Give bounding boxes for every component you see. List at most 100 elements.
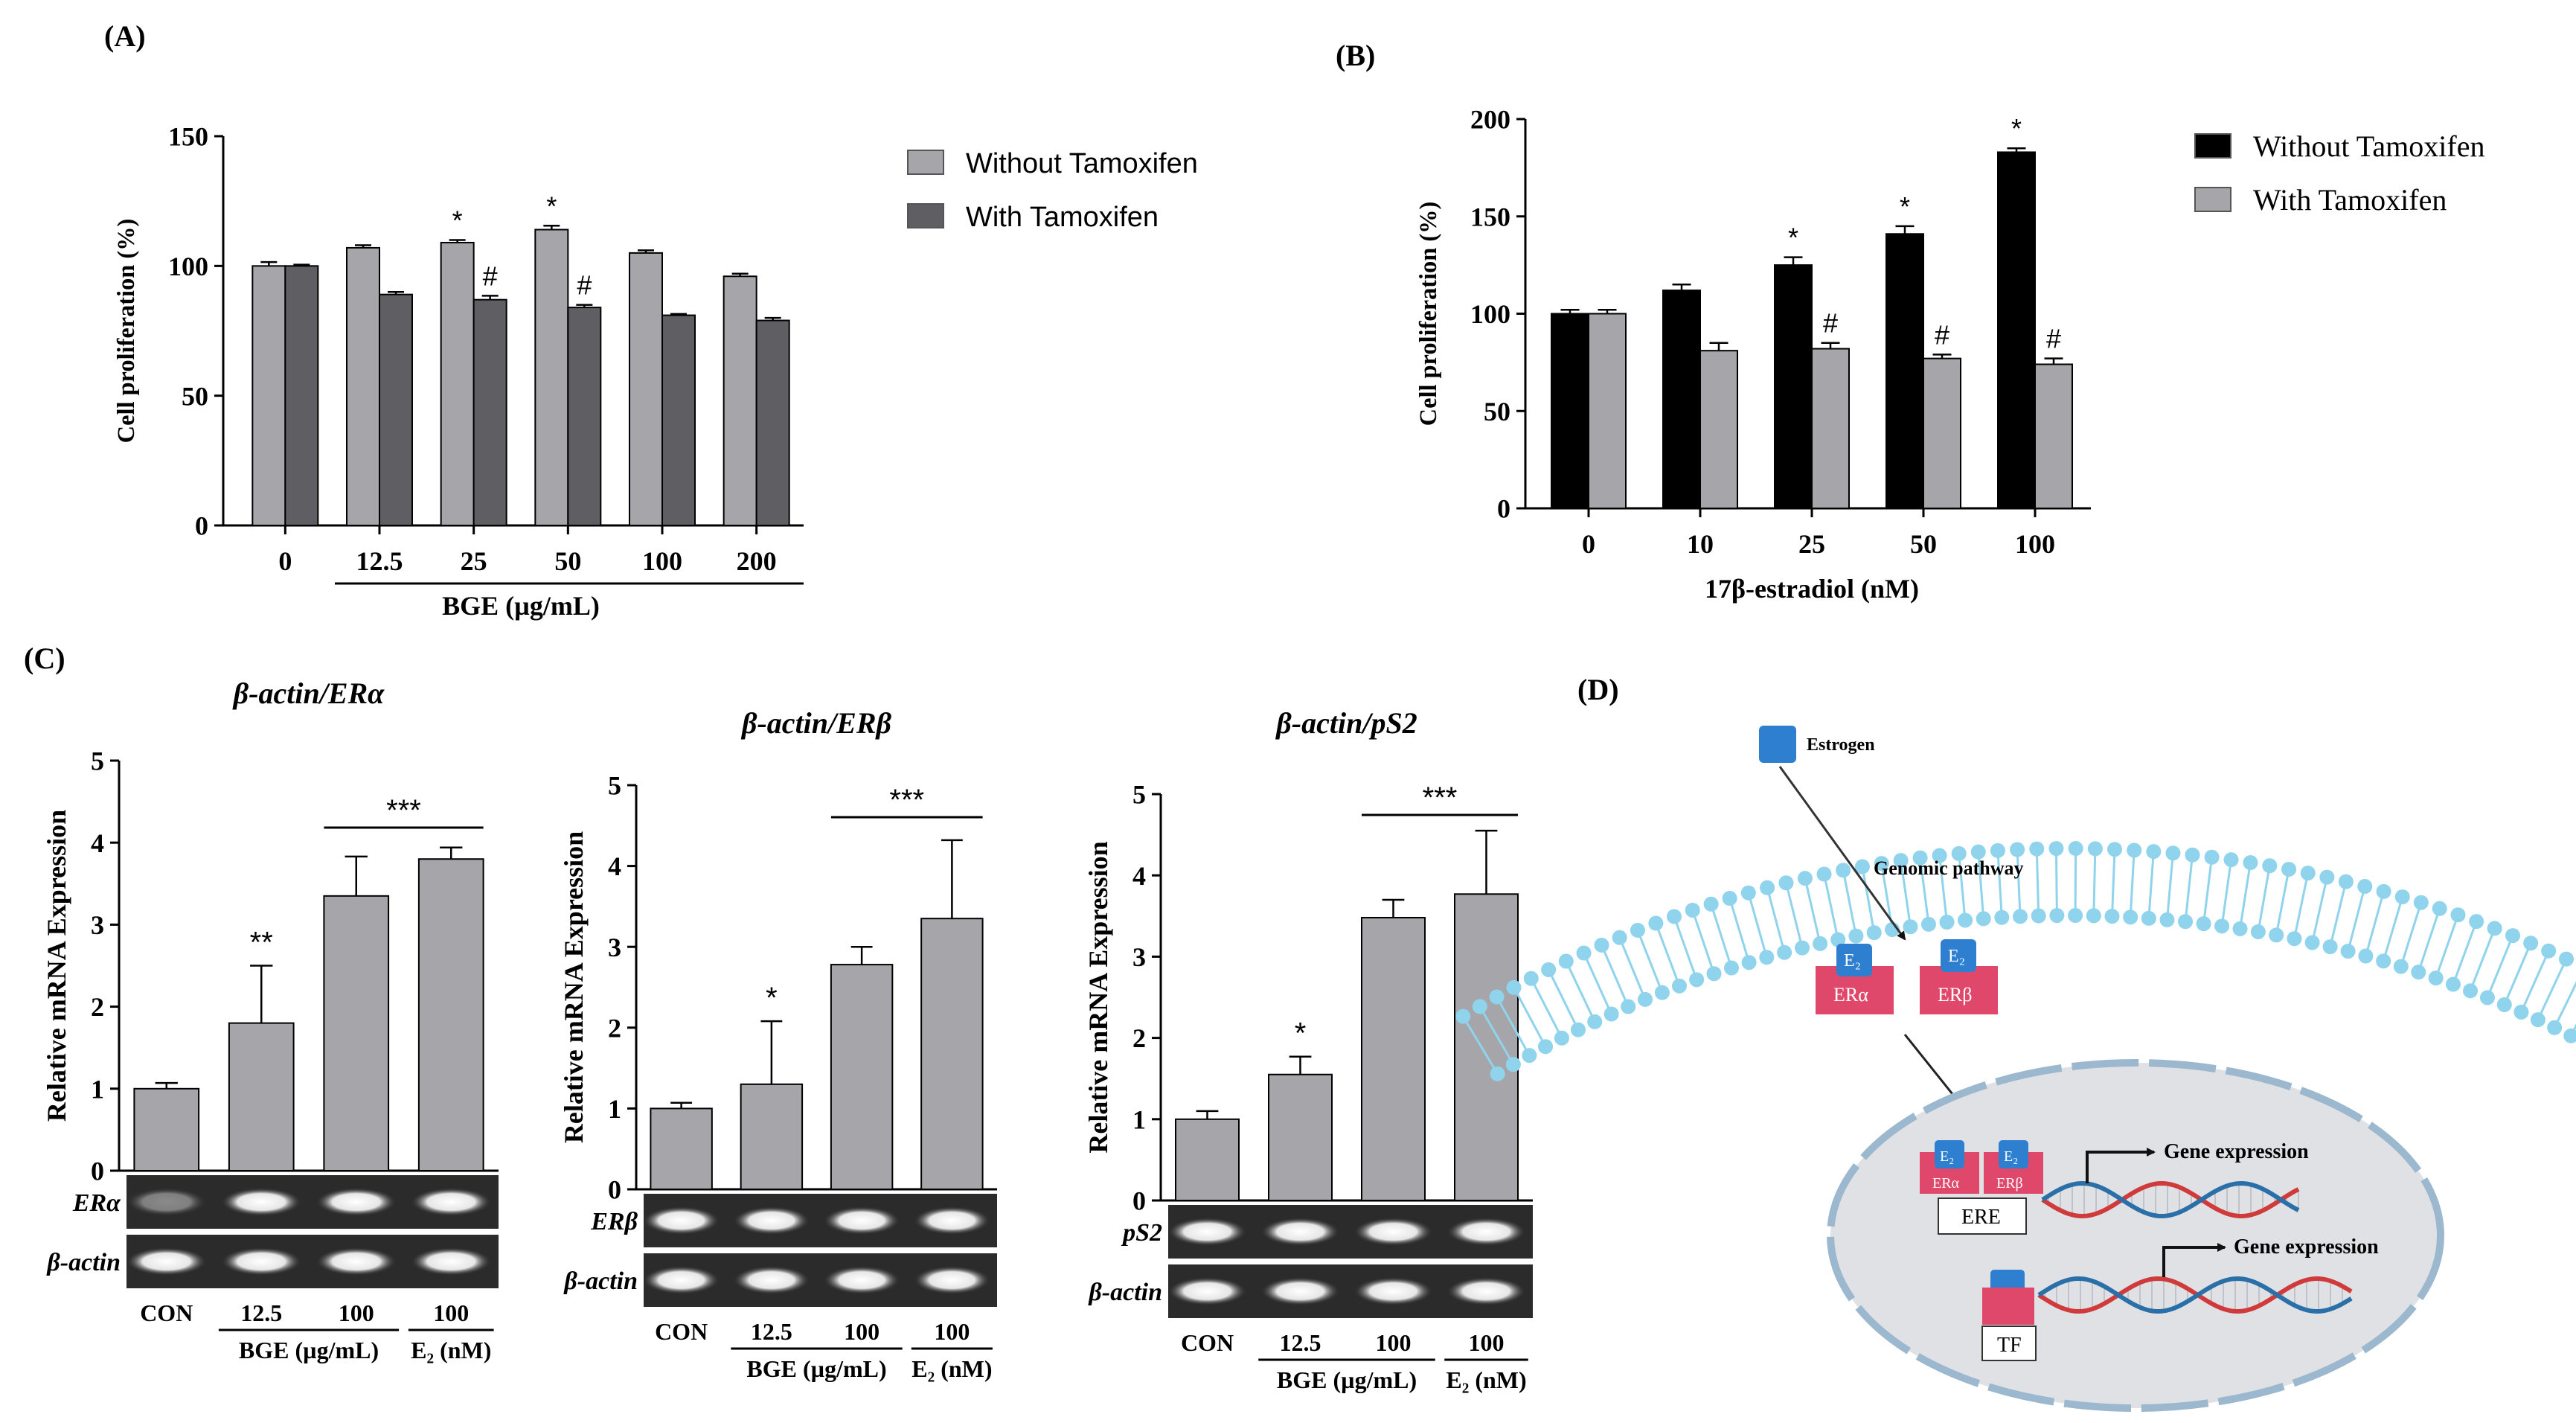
bar xyxy=(629,252,663,526)
lipid-head xyxy=(1795,940,1810,956)
bracket-label: *** xyxy=(1423,781,1458,814)
lipid-head xyxy=(1538,1039,1554,1055)
lipid-head xyxy=(2563,1028,2576,1043)
lipid-head xyxy=(2322,939,2338,955)
y-tick-label: 1 xyxy=(608,1094,621,1124)
lipid-head xyxy=(1893,853,1909,869)
estrogen-pathway-diagram: Estrogen Genomic pathway E₂ ERα E₂ ERβ E… xyxy=(1455,726,2576,1412)
gel-band xyxy=(643,1266,720,1294)
y-tick-label: 150 xyxy=(168,122,208,152)
legend-swatch xyxy=(2194,187,2231,212)
lipid-tail xyxy=(2364,891,2386,956)
gel-band xyxy=(914,1206,990,1235)
genomic-pathway-label: Genomic pathway xyxy=(1874,857,2024,879)
lipid-head xyxy=(2087,841,2103,857)
bar xyxy=(1551,313,1589,509)
y-tick-label: 2 xyxy=(608,1013,621,1043)
lipid-tail xyxy=(1601,944,1630,1008)
lipid-tail xyxy=(2553,981,2576,1029)
lipid-head xyxy=(2178,914,2194,930)
group-label: BGE (µg/mL) xyxy=(746,1355,886,1382)
gel-row-label: ERα xyxy=(72,1189,121,1217)
significance-mark: * xyxy=(766,982,778,1014)
significance-mark: # xyxy=(1823,308,1838,339)
x-tick-label: 50 xyxy=(554,546,581,576)
lipid-tail xyxy=(2503,942,2532,1005)
lipid-head xyxy=(2487,921,2502,936)
lipid-tail xyxy=(1823,874,1839,940)
receptor-dimer: E₂ E₂ ERα ERβ ERE xyxy=(1920,1140,2043,1235)
lipid-head xyxy=(1848,928,1864,944)
lipid-head xyxy=(2185,847,2200,863)
gel-band xyxy=(221,1188,301,1216)
gel-band xyxy=(733,1206,810,1235)
bar xyxy=(830,964,894,1191)
er-beta-label: ERβ xyxy=(1938,984,1972,1005)
lipid-head xyxy=(2411,965,2426,980)
lipid-tail xyxy=(1461,1015,1499,1075)
lipid-tail xyxy=(1513,987,1547,1047)
er-alpha-receptor: E₂ ERα xyxy=(1816,944,1894,1014)
lipid-head xyxy=(2357,879,2373,895)
x-tick-label: 10 xyxy=(1687,529,1714,559)
gel-band xyxy=(733,1266,810,1294)
lipid-head xyxy=(1816,866,1832,882)
group-label: E₂ (nM) xyxy=(911,1355,992,1382)
er-alpha-label: ERα xyxy=(1833,984,1868,1005)
lipid-head xyxy=(2541,943,2557,959)
lipid-head xyxy=(2123,909,2138,925)
bar xyxy=(1175,1118,1240,1202)
lipid-head xyxy=(2376,953,2391,969)
lipid-head xyxy=(1740,885,1756,901)
lipid-head xyxy=(2127,842,2142,858)
bar xyxy=(1361,916,1426,1201)
lipid-tail xyxy=(1496,996,1531,1056)
y-axis-title: Relative mRNA Expression xyxy=(559,831,589,1143)
lipid-head xyxy=(2445,976,2461,992)
x-tick-label: 100 xyxy=(934,1318,970,1345)
x-tick-label: 12.5 xyxy=(240,1299,282,1326)
gel-band xyxy=(411,1247,491,1276)
lipid-head xyxy=(2376,883,2391,899)
lipid-head xyxy=(1506,979,1522,995)
lipid-head xyxy=(1648,915,1664,931)
bar xyxy=(228,1022,295,1172)
lipid-tail xyxy=(1478,1005,1515,1066)
tf-label: TF xyxy=(1997,1334,2022,1357)
lipid-head xyxy=(1951,845,1967,861)
lipid-tail xyxy=(1673,916,1698,980)
lipid-tail xyxy=(2074,848,2077,916)
y-tick-label: 100 xyxy=(168,252,208,281)
lipid-head xyxy=(2496,997,2512,1012)
lipid-head xyxy=(1723,960,1739,976)
chart-title: β-actin/ERβ xyxy=(740,706,892,740)
legend-label: Without Tamoxifen xyxy=(2253,129,2484,163)
lipid-head xyxy=(2358,948,2374,964)
lipid-head xyxy=(2068,908,2083,924)
lipid-tail xyxy=(2184,854,2194,922)
gel-band xyxy=(1447,1277,1525,1305)
lipid-head xyxy=(1490,1066,1505,1081)
lipid-head xyxy=(2232,921,2248,936)
lipid-tail xyxy=(2147,851,2155,919)
lipid-head xyxy=(1813,936,1828,951)
legend-swatch xyxy=(2194,133,2231,159)
lipid-head xyxy=(2479,990,2495,1005)
lipid-head xyxy=(2547,1020,2563,1035)
lipid-head xyxy=(1554,1030,1569,1046)
gel-band xyxy=(221,1247,301,1276)
lipid-head xyxy=(1505,1057,1521,1072)
lipid-head xyxy=(2068,841,2083,857)
lipid-tail xyxy=(2054,848,2058,916)
lipid-head xyxy=(1958,912,1973,928)
group-label: E₂ (nM) xyxy=(1446,1366,1526,1393)
lipid-tail xyxy=(1636,930,1664,994)
y-tick-label: 0 xyxy=(195,511,208,541)
lipid-head xyxy=(1472,999,1487,1014)
bar xyxy=(661,314,696,526)
significance-mark: # xyxy=(483,260,498,291)
lipid-head xyxy=(1666,909,1682,924)
lipid-tail xyxy=(2435,914,2459,979)
gel-row-label: β-actin xyxy=(1087,1279,1162,1306)
